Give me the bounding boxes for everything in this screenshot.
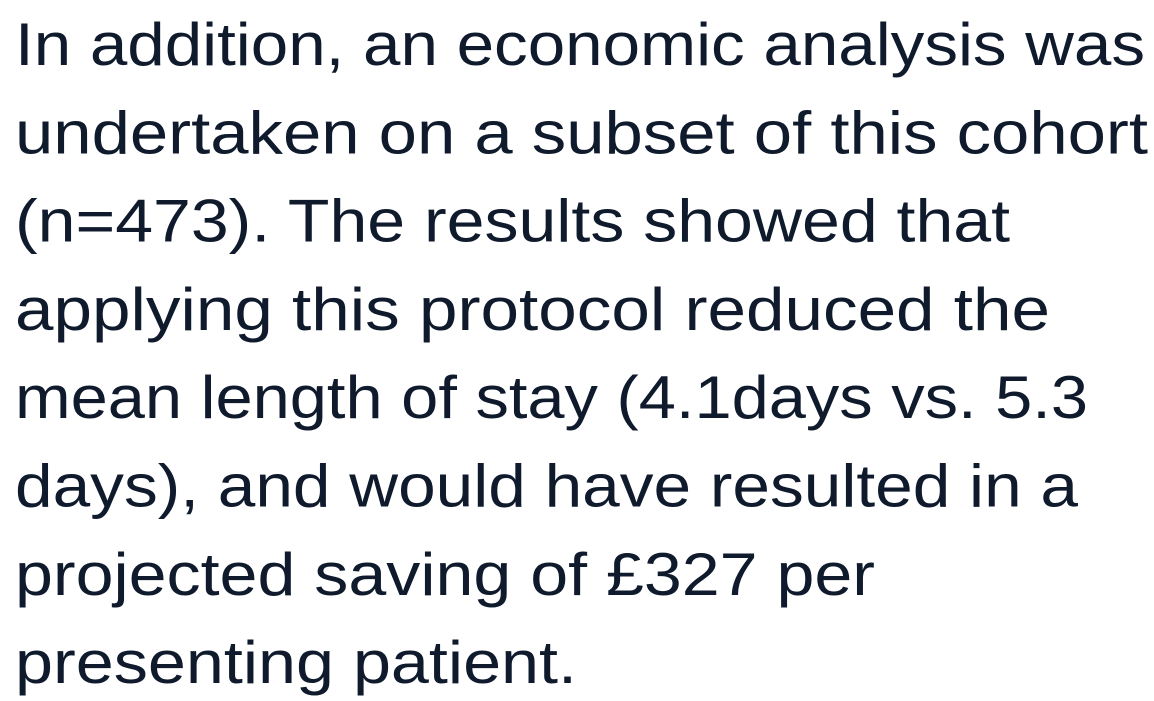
text-line: In addition, an economic analysis was	[15, 11, 1145, 78]
text-line: undertaken on a subset of this cohort	[15, 99, 1148, 166]
text-line: mean length of stay (4.1days vs. 5.3	[15, 364, 1088, 431]
text-line: (n=473). The results showed that	[15, 188, 1010, 255]
text-line: applying this protocol reduced the	[15, 276, 1050, 343]
text-line: projected saving of £327 per	[15, 541, 875, 608]
text-line: days), and would have resulted in a	[15, 453, 1079, 520]
text-line: presenting patient.	[15, 629, 577, 696]
